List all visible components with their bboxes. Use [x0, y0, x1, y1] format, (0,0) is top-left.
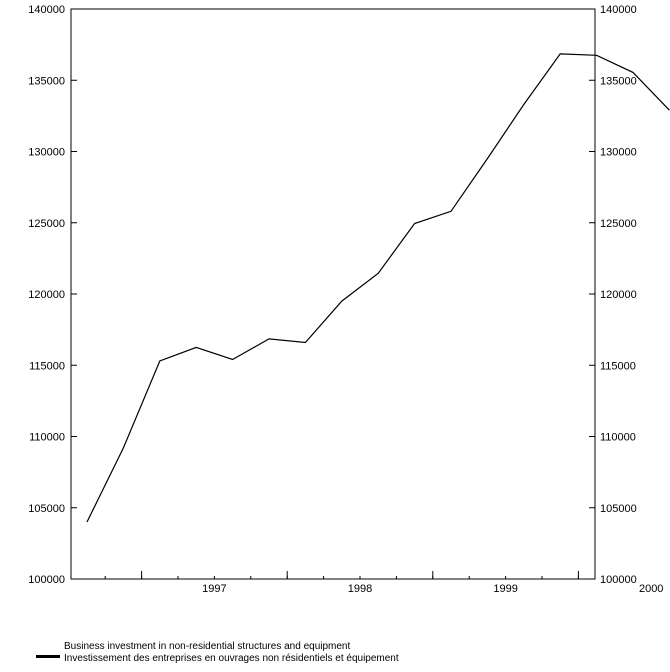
y-tick-label-right-5: 125000: [600, 218, 637, 230]
y-axis-right: 100000 105000 110000 115000 120000 125000 1300…: [589, 4, 637, 586]
y-tick-label-right-4: 120000: [600, 289, 637, 301]
x-tick-label-2: 1999: [493, 583, 517, 595]
x-tick-label-3: 2000: [639, 583, 663, 595]
plot-frame: [71, 9, 595, 579]
y-tick-label-left-0: 100000: [28, 574, 65, 586]
x-axis: 1997 1998 1999 2000: [105, 571, 663, 595]
y-tick-label-left-1: 105000: [28, 503, 65, 515]
y-tick-label-right-2: 110000: [600, 432, 636, 444]
series-line-business-investment: [87, 54, 669, 522]
y-tick-label-right-8: 140000: [600, 4, 637, 16]
y-tick-label-left-7: 135000: [28, 75, 65, 87]
y-tick-label-left-6: 130000: [28, 147, 65, 159]
y-tick-label-right-1: 105000: [600, 503, 637, 515]
legend-label-french: Investissement des entreprises en ouvrag…: [64, 653, 399, 665]
legend-label-english: Business investment in non-residential s…: [64, 641, 399, 653]
y-tick-label-right-0: 100000: [600, 574, 637, 586]
y-tick-label-right-7: 135000: [600, 75, 637, 87]
legend-labels: Business investment in non-residential s…: [64, 641, 399, 665]
y-tick-label-left-3: 115000: [29, 360, 65, 372]
y-tick-label-right-3: 115000: [600, 360, 636, 372]
y-axis-left: 100000 105000 110000 115000 120000 125000 1300…: [28, 4, 77, 586]
y-tick-label-left-8: 140000: [28, 4, 65, 16]
x-tick-label-0: 1997: [202, 583, 226, 595]
legend-line-swatch: [36, 655, 60, 658]
y-tick-label-left-2: 110000: [29, 432, 65, 444]
y-tick-label-left-5: 125000: [28, 218, 65, 230]
y-tick-label-right-6: 130000: [600, 147, 637, 159]
y-tick-label-left-4: 120000: [28, 289, 65, 301]
x-tick-label-1: 1998: [348, 583, 372, 595]
